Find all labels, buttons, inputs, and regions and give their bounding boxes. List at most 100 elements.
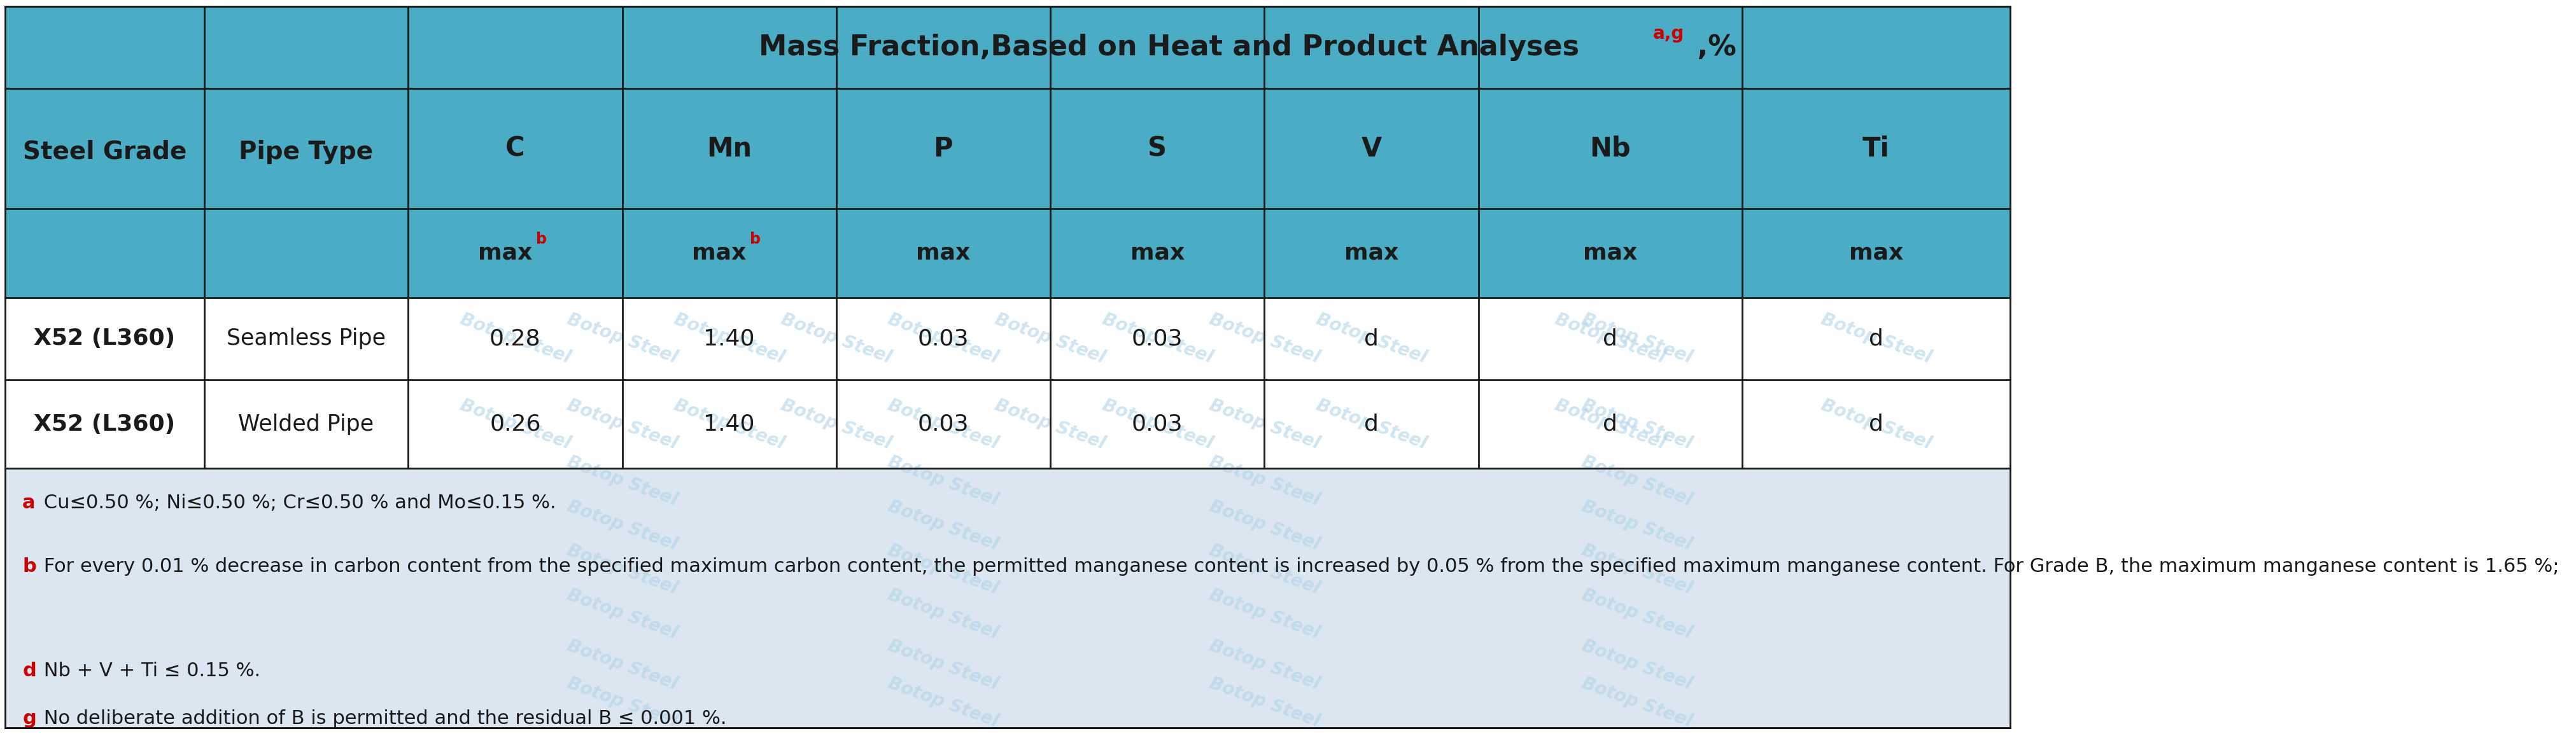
Bar [407,89,621,209]
Text: Botop Steel: Botop Steel [886,396,999,452]
Text: Nb: Nb [1589,135,1631,162]
Text: a,g: a,g [1651,24,1685,43]
Text: Botop Steel: Botop Steel [564,497,680,554]
Text: Botop Steel: Botop Steel [778,396,894,452]
Text: Botop Steel: Botop Steel [1206,542,1321,598]
Text: 0.03: 0.03 [1131,413,1182,435]
Text: Botop Steel: Botop Steel [564,311,680,367]
Bar [837,89,1051,209]
Text: Botop Steel: Botop Steel [459,396,572,452]
Text: Botop Steel: Botop Steel [564,636,680,693]
Text: Botop Steel: Botop Steel [1579,542,1695,598]
Text: Botop Steel: Botop Steel [1579,396,1695,452]
Text: Botop Steel: Botop Steel [1206,586,1321,642]
Bar [837,209,1051,297]
Text: No deliberate addition of B is permitted and the residual B ≤ 0.001 %.: No deliberate addition of B is permitted… [36,709,726,728]
Text: Botop Steel: Botop Steel [1579,497,1695,554]
Text: Botop Steel: Botop Steel [1314,311,1430,367]
Text: Botop Steel: Botop Steel [1206,311,1321,367]
Text: Botop Steel: Botop Steel [886,453,999,509]
Text: Botop Steel: Botop Steel [886,497,999,554]
Text: Botop Steel: Botop Steel [1206,497,1321,554]
Text: Botop Steel: Botop Steel [672,396,786,452]
Text: Botop Steel: Botop Steel [564,396,680,452]
Text: Botop Steel: Botop Steel [1579,636,1695,693]
Text: Botop Steel: Botop Steel [564,542,680,598]
Text: P: P [933,135,953,162]
Bar [1265,209,1479,297]
Bar [5,7,407,297]
Text: max: max [693,242,747,264]
Text: Mn: Mn [706,135,752,162]
Text: 0.03: 0.03 [917,328,969,350]
Text: max: max [1345,242,1399,264]
Text: d: d [23,662,36,680]
Text: C: C [505,135,526,162]
Text: d: d [1868,413,1883,435]
Text: Botop Steel: Botop Steel [1206,675,1321,731]
Text: Botop Steel: Botop Steel [886,311,999,367]
Text: d: d [1363,328,1378,350]
Text: d: d [1868,328,1883,350]
Text: V: V [1360,135,1381,162]
Text: Botop Steel: Botop Steel [1579,586,1695,642]
Text: Botop Steel: Botop Steel [992,396,1108,452]
Text: Botop Steel: Botop Steel [886,586,999,642]
Text: g: g [23,709,36,728]
Text: Botop Steel: Botop Steel [1100,396,1216,452]
Text: Botop Steel: Botop Steel [459,311,572,367]
Text: 0.26: 0.26 [489,413,541,435]
Text: Botop Steel: Botop Steel [1579,453,1695,509]
Bar [407,209,621,297]
Text: Botop Steel: Botop Steel [778,311,894,367]
Text: Botop Steel: Botop Steel [886,636,999,693]
Text: Botop Steel: Botop Steel [1579,675,1695,731]
Text: Mass Fraction,Based on Heat and Product Analyses: Mass Fraction,Based on Heat and Product … [760,34,1579,61]
Text: Botop Steel: Botop Steel [1206,453,1321,509]
Text: Cu≤0.50 %; Ni≤0.50 %; Cr≤0.50 % and Mo≤0.15 %.: Cu≤0.50 %; Ni≤0.50 %; Cr≤0.50 % and Mo≤0… [36,494,556,512]
Text: max: max [1582,242,1636,264]
Bar [1265,89,1479,209]
Text: d: d [1363,413,1378,435]
Bar [1051,89,1265,209]
Text: Botop Steel: Botop Steel [886,675,999,731]
Text: X52 (L360): X52 (L360) [33,328,175,350]
Text: 1.40: 1.40 [703,413,755,435]
Text: Botop Steel: Botop Steel [1206,636,1321,693]
Text: d: d [1602,413,1618,435]
Bar [5,380,2009,469]
Text: Pipe Type: Pipe Type [240,139,374,164]
Text: Ti: Ti [1862,135,1888,162]
Text: Botop Steel: Botop Steel [1579,311,1695,367]
Text: Botop Steel: Botop Steel [1819,396,1932,452]
Text: b: b [750,232,760,247]
Text: Botop Steel: Botop Steel [1314,396,1430,452]
Text: Botop Steel: Botop Steel [1819,311,1932,367]
Text: d: d [1602,328,1618,350]
Text: Botop Steel: Botop Steel [886,542,999,598]
Text: Botop Steel: Botop Steel [1206,396,1321,452]
Text: For every 0.01 % decrease in carbon content from the specified maximum carbon co: For every 0.01 % decrease in carbon cont… [36,557,2558,576]
Bar [621,209,837,297]
Bar [1741,89,2009,209]
Text: 1.40: 1.40 [703,328,755,350]
Text: Botop Steel: Botop Steel [564,453,680,509]
Text: Nb + V + Ti ≤ 0.15 %.: Nb + V + Ti ≤ 0.15 %. [36,662,260,680]
Text: b: b [23,557,36,576]
Bar [5,469,2009,728]
Text: Steel Grade: Steel Grade [23,139,185,164]
Text: b: b [536,232,546,247]
Text: Botop Steel: Botop Steel [1553,396,1667,452]
Text: X52 (L360): X52 (L360) [33,413,175,435]
Text: 0.03: 0.03 [917,413,969,435]
Text: ,%: ,% [1687,34,1736,61]
Text: Welded Pipe: Welded Pipe [237,413,374,435]
Text: max: max [1850,242,1904,264]
Text: max: max [917,242,971,264]
Text: Botop Steel: Botop Steel [564,675,680,731]
Text: Botop Steel: Botop Steel [564,586,680,642]
Text: Botop Steel: Botop Steel [1553,311,1667,367]
Bar [621,89,837,209]
Text: max: max [1131,242,1185,264]
Text: Botop Steel: Botop Steel [1100,311,1216,367]
